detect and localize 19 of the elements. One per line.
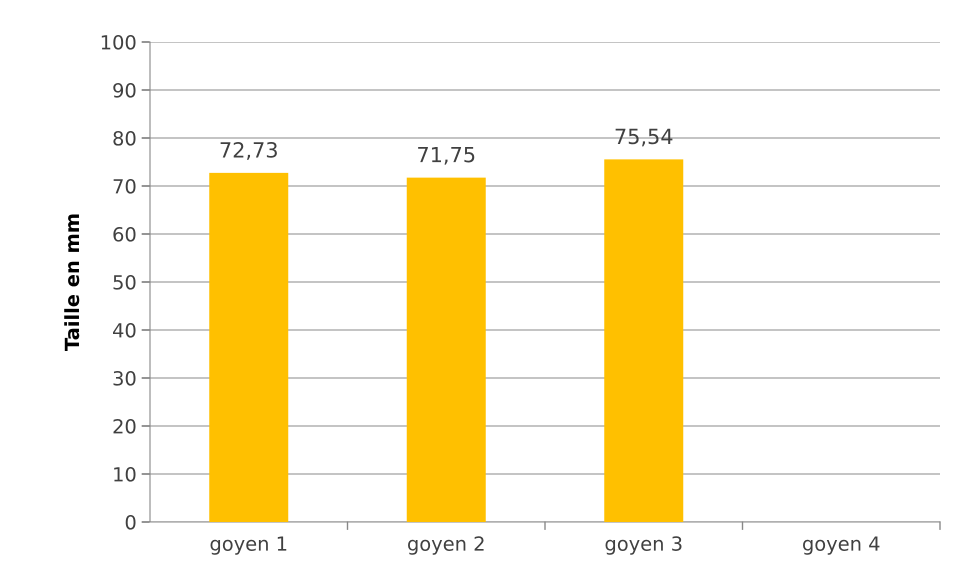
x-tick-label: goyen 2: [408, 536, 484, 555]
y-tick-label: 20: [113, 418, 136, 434]
x-tick-label: goyen 4: [803, 536, 880, 555]
y-tick-label: 30: [114, 370, 136, 386]
y-tick-label: 100: [102, 34, 136, 50]
y-axis-title: Taille en mm: [64, 214, 80, 351]
x-tick-label: goyen 3: [606, 536, 682, 555]
y-tick-label: 90: [113, 82, 136, 98]
data-label: 72,73: [220, 142, 277, 160]
y-tick-label: 80: [113, 130, 136, 146]
y-tick-label: 50: [114, 274, 136, 290]
x-tick-label: goyen 1: [210, 536, 286, 555]
y-tick-label: 0: [126, 514, 136, 530]
data-label: 71,75: [418, 146, 474, 165]
y-tick-label: 10: [114, 466, 136, 482]
data-label: 75,54: [616, 128, 672, 146]
y-tick-label: 60: [113, 226, 136, 242]
y-tick-label: 40: [113, 322, 136, 338]
y-tick-label: 70: [114, 178, 136, 194]
